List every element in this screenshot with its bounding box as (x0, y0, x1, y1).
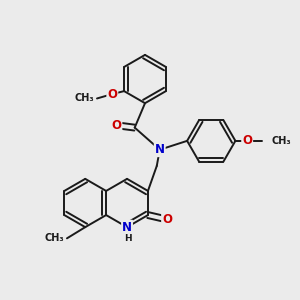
Text: CH₃: CH₃ (45, 233, 64, 243)
Text: O: O (162, 213, 172, 226)
Text: CH₃: CH₃ (272, 136, 292, 146)
Text: O: O (242, 134, 252, 147)
Text: O: O (107, 88, 117, 100)
Text: N: N (155, 143, 165, 156)
Text: CH₃: CH₃ (74, 94, 94, 103)
Text: N: N (122, 220, 132, 234)
Text: H: H (124, 234, 131, 243)
Text: O: O (111, 119, 122, 132)
